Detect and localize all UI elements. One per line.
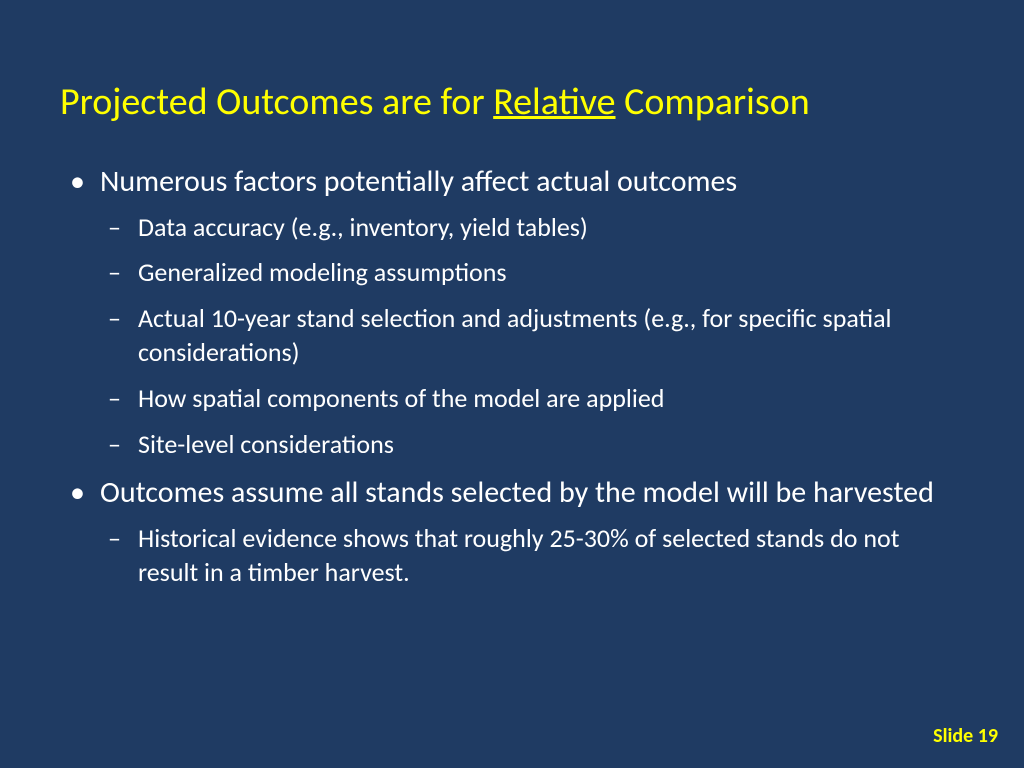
sub-bullet-text: Actual 10-year stand selection and adjus…: [138, 302, 892, 368]
sub-bullet-item: How spatial components of the model are …: [100, 382, 964, 416]
sub-bullet-text: How spatial components of the model are …: [138, 382, 664, 414]
sub-bullet-list: Data accuracy (e.g., inventory, yield ta…: [100, 211, 964, 462]
sub-bullet-text: Site-level considerations: [138, 428, 394, 460]
slide-number: Slide 19: [933, 724, 998, 748]
sub-bullet-item: Generalized modeling assumptions: [100, 256, 964, 290]
sub-bullet-item: Actual 10-year stand selection and adjus…: [100, 302, 964, 370]
bullet-item: Outcomes assume all stands selected by t…: [60, 473, 964, 590]
title-post: Comparison: [616, 79, 810, 125]
title-pre: Projected Outcomes are for: [60, 79, 493, 125]
sub-bullet-item: Data accuracy (e.g., inventory, yield ta…: [100, 211, 964, 245]
bullet-item: Numerous factors potentially affect actu…: [60, 162, 964, 462]
sub-bullet-text: Historical evidence shows that roughly 2…: [138, 522, 899, 588]
sub-bullet-list: Historical evidence shows that roughly 2…: [100, 522, 964, 590]
sub-bullet-item: Site-level considerations: [100, 428, 964, 462]
title-underlined: Relative: [493, 79, 615, 125]
bullet-text: Numerous factors potentially affect actu…: [100, 163, 737, 200]
slide-title: Projected Outcomes are for Relative Comp…: [60, 80, 964, 126]
slide: Projected Outcomes are for Relative Comp…: [0, 0, 1024, 768]
sub-bullet-text: Data accuracy (e.g., inventory, yield ta…: [138, 211, 588, 243]
sub-bullet-text: Generalized modeling assumptions: [138, 256, 507, 288]
bullet-list: Numerous factors potentially affect actu…: [60, 162, 964, 590]
sub-bullet-item: Historical evidence shows that roughly 2…: [100, 522, 964, 590]
bullet-text: Outcomes assume all stands selected by t…: [100, 474, 934, 511]
